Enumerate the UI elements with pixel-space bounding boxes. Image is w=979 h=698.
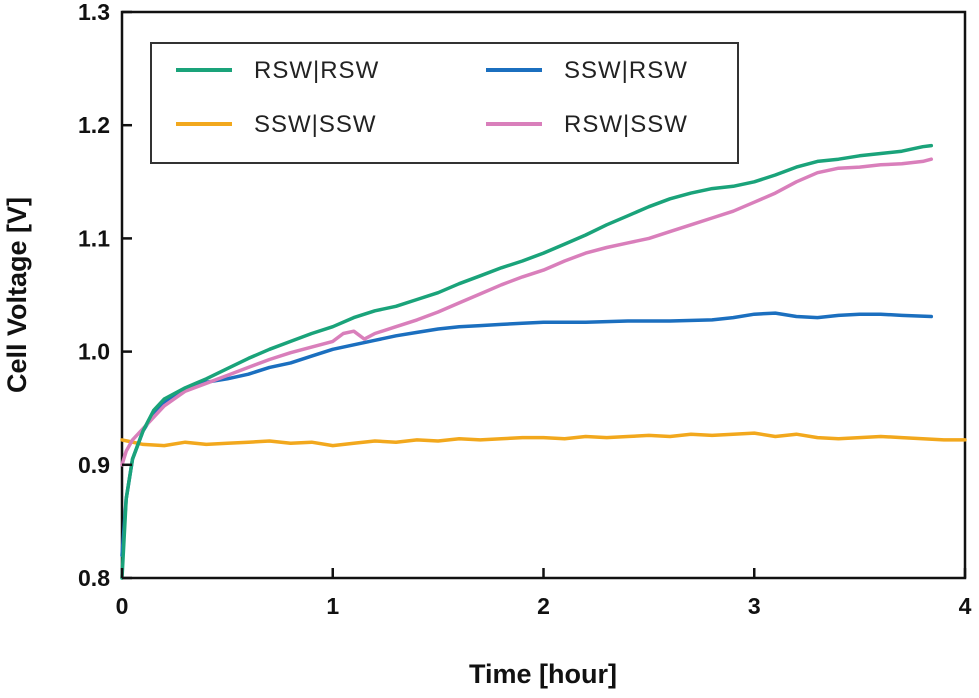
y-tick-label: 1.1 bbox=[78, 225, 110, 251]
x-tick-label: 1 bbox=[326, 593, 339, 619]
series-line-rsw-ssw bbox=[120, 157, 934, 467]
x-tick-label: 3 bbox=[748, 593, 761, 619]
series-line-ssw-ssw bbox=[120, 431, 967, 448]
data-lines bbox=[120, 143, 967, 580]
legend-label-rsw-rsw: RSW|RSW bbox=[254, 57, 379, 84]
series-line-ssw-rsw bbox=[120, 311, 934, 558]
x-tick-label: 0 bbox=[116, 593, 129, 619]
x-axis-title: Time [hour] bbox=[469, 659, 617, 689]
x-axis-ticks: 0 1 2 3 4 bbox=[116, 568, 972, 619]
series-line-rsw-rsw bbox=[120, 143, 934, 580]
legend: RSW|RSW SSW|RSW SSW|SSW RSW|SSW bbox=[150, 42, 739, 164]
y-tick-label: 1.0 bbox=[78, 339, 110, 365]
x-tick-label: 4 bbox=[959, 593, 972, 619]
legend-label-rsw-ssw: RSW|SSW bbox=[564, 111, 688, 138]
legend-box bbox=[150, 42, 739, 164]
y-axis-title: Cell Voltage [V] bbox=[2, 197, 32, 393]
y-tick-label: 0.8 bbox=[78, 565, 110, 591]
y-axis-ticks: 0.8 0.9 1.0 1.1 1.2 1.3 bbox=[78, 0, 132, 591]
legend-label-ssw-ssw: SSW|SSW bbox=[254, 111, 377, 138]
y-tick-label: 0.9 bbox=[78, 452, 110, 478]
x-tick-label: 2 bbox=[537, 593, 550, 619]
legend-items: RSW|RSW SSW|RSW SSW|SSW RSW|SSW bbox=[176, 57, 688, 138]
y-tick-label: 1.2 bbox=[78, 112, 110, 138]
legend-label-ssw-rsw: SSW|RSW bbox=[564, 57, 688, 84]
y-tick-label: 1.3 bbox=[78, 0, 110, 25]
